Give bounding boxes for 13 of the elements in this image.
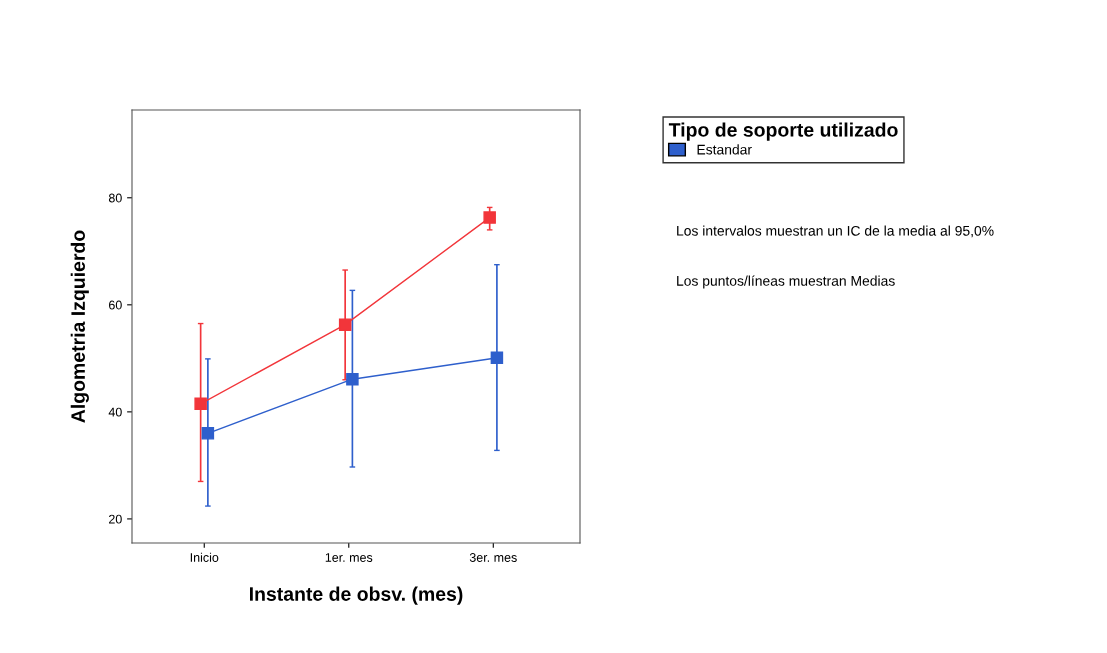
x-tick-label: 1er. mes [325, 553, 373, 562]
y-tick-label: 60 [109, 300, 122, 310]
y-tick-label: 40 [108, 407, 122, 417]
x-tick-label: Inicio [190, 552, 219, 562]
y-axis-title: Algometria Izquierdo [70, 230, 89, 423]
legend-title: Tipo de soporte utilizado [668, 122, 898, 141]
text: Los puntos/líneas muestran Medias [677, 275, 895, 289]
y-tick-label: 80 [108, 193, 122, 203]
x-axis-title: Instante de obsv. (mes) [249, 586, 463, 605]
y-tick-label: 20 [109, 514, 122, 524]
legend-label: Estandar [697, 144, 752, 155]
x-tick-label: 3er. mes [469, 553, 517, 562]
text: Los intervalos muestran un IC de la media al 95,0% [677, 225, 994, 238]
